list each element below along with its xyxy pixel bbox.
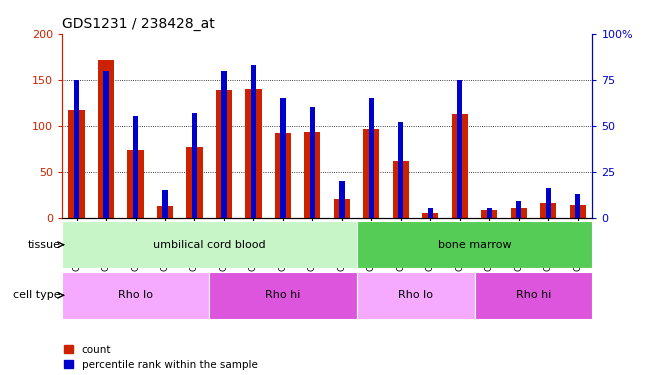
Bar [186, 147, 202, 218]
Bar [304, 132, 320, 218]
Text: GDS1231 / 238428_at: GDS1231 / 238428_at [62, 17, 215, 32]
Text: bone marrow: bone marrow [437, 240, 511, 250]
Bar [363, 129, 380, 218]
Bar [393, 160, 409, 218]
Bar [162, 190, 168, 217]
Bar [104, 70, 109, 217]
Bar [570, 205, 586, 218]
Bar [457, 80, 462, 218]
Bar [357, 272, 475, 319]
Bar [475, 272, 592, 319]
Bar [245, 89, 262, 218]
Bar [422, 213, 438, 217]
Bar [334, 199, 350, 217]
Bar [510, 209, 527, 218]
Bar [216, 90, 232, 218]
Bar [192, 113, 197, 218]
Bar [540, 203, 557, 217]
Bar [209, 272, 357, 319]
Bar [62, 272, 209, 319]
Bar [486, 209, 492, 218]
Text: Rho lo: Rho lo [398, 290, 433, 300]
Bar [368, 98, 374, 218]
Bar [481, 210, 497, 218]
Bar [428, 209, 433, 218]
Text: Rho hi: Rho hi [265, 290, 301, 300]
Bar [133, 116, 138, 218]
Text: cell type: cell type [13, 290, 61, 300]
Text: tissue: tissue [27, 240, 61, 250]
Bar [221, 70, 227, 217]
Bar [275, 133, 291, 218]
Text: Rho hi: Rho hi [516, 290, 551, 300]
Bar [452, 114, 468, 218]
Bar [398, 122, 404, 218]
Bar [62, 221, 357, 268]
Bar [357, 221, 592, 268]
Bar [74, 80, 79, 218]
Text: umbilical cord blood: umbilical cord blood [153, 240, 266, 250]
Bar [251, 65, 256, 218]
Text: Rho lo: Rho lo [118, 290, 153, 300]
Bar [128, 150, 144, 217]
Bar [310, 107, 315, 218]
Bar [546, 188, 551, 218]
Bar [98, 60, 114, 217]
Legend: count, percentile rank within the sample: count, percentile rank within the sample [64, 345, 257, 370]
Bar [339, 181, 344, 218]
Bar [281, 98, 286, 218]
Bar [157, 206, 173, 218]
Bar [68, 110, 85, 218]
Bar [516, 201, 521, 217]
Bar [575, 194, 580, 217]
